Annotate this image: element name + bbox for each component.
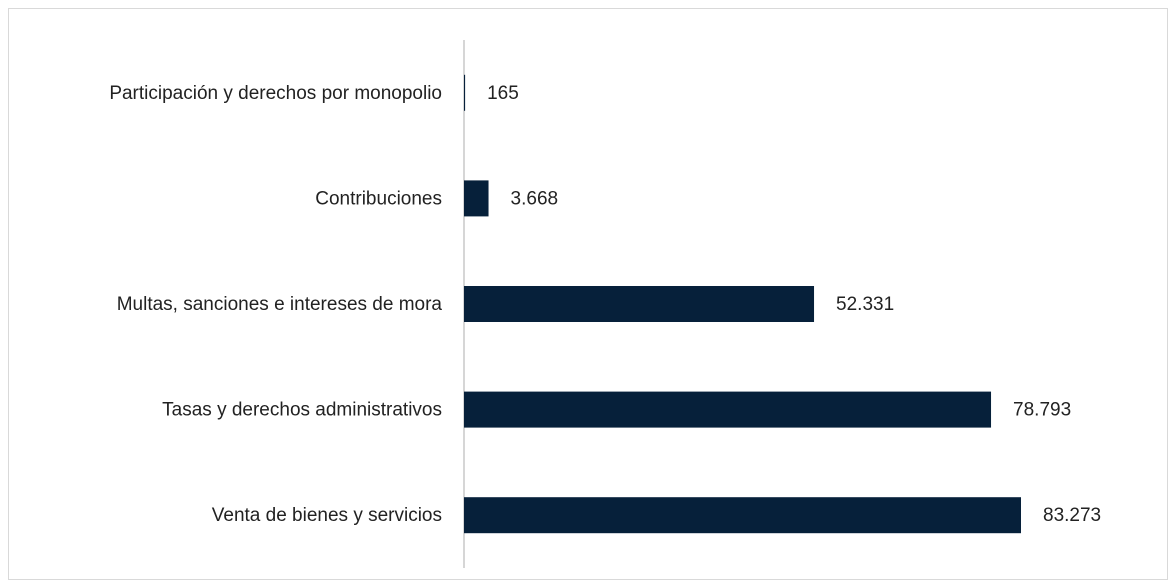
category-label: Multas, sanciones e intereses de mora — [117, 294, 443, 315]
data-label: 52.331 — [836, 294, 894, 315]
category-label: Contribuciones — [315, 188, 442, 209]
data-label: 78.793 — [1013, 400, 1071, 421]
category-label: Participación y derechos por monopolio — [109, 83, 442, 104]
bar — [464, 180, 489, 217]
data-label: 3.668 — [511, 188, 559, 209]
bar — [464, 497, 1021, 534]
bar — [464, 74, 466, 111]
bar — [464, 286, 815, 322]
data-label: 83.273 — [1043, 505, 1101, 526]
category-label: Venta de bienes y servicios — [212, 505, 442, 526]
data-label: 165 — [487, 83, 519, 104]
category-label: Tasas y derechos administrativos — [162, 400, 442, 421]
bar — [464, 391, 992, 428]
